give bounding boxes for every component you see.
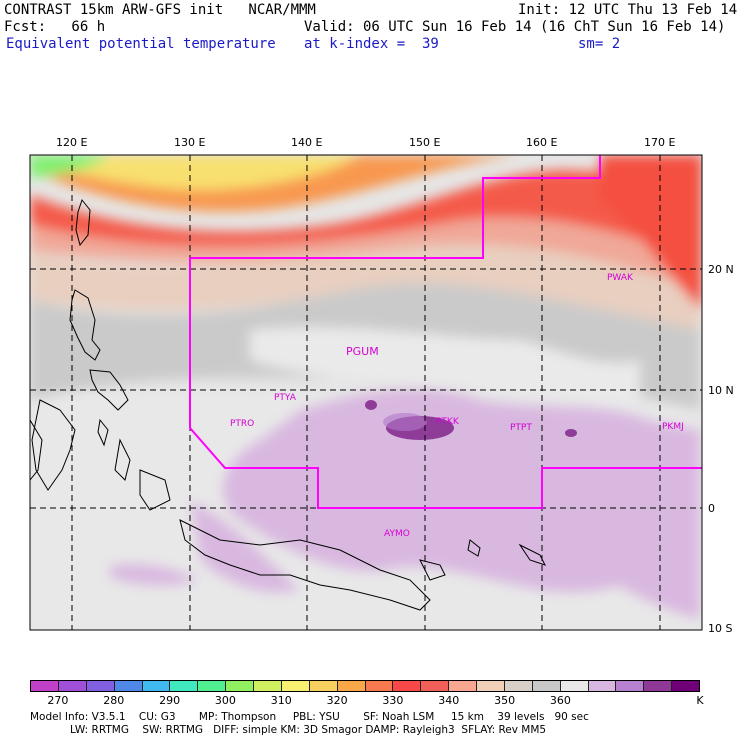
color-swatch [532,681,561,691]
k-index: at k-index = 39 [304,36,439,52]
color-swatch [477,681,505,691]
valid-time: Valid: 06 UTC Sun 16 Feb 14 (16 ChT Sun … [304,19,726,35]
color-swatch [337,681,366,691]
field-name: Equivalent potential temperature [6,36,276,52]
station-ptkk: PTKK [436,417,459,427]
lon-label-120e: 120 E [56,136,88,149]
color-swatch [58,681,87,691]
station-ptpt: PTPT [510,423,532,433]
color-bar-tick-label: 320 [326,694,348,707]
station-pgum: PGUM [346,345,379,358]
model-info-line1: Model Info: V3.5.1 CU: G3 MP: Thompson P… [30,711,589,723]
lon-label-130e: 130 E [174,136,206,149]
lat-label-equator: 0 [708,502,715,515]
color-swatch [449,681,477,691]
color-swatch [281,681,310,691]
smoothing: sm= 2 [578,36,621,52]
color-bar-tick-label: 310 [270,694,292,707]
color-bar-tick-label: 350 [494,694,516,707]
model-title: CONTRAST 15km ARW-GFS init NCAR/MMM [4,2,316,18]
color-bar-tick-label: 280 [103,694,125,707]
lon-label-150e: 150 E [409,136,441,149]
station-pkmj: PKMJ [662,422,684,432]
color-bar-tick-label: 300 [214,694,236,707]
color-swatch [504,681,533,691]
color-swatch [114,681,143,691]
color-bar-tick-label: 360 [549,694,571,707]
color-bar-tick-label: 290 [159,694,181,707]
station-ptya: PTYA [274,393,296,403]
forecast-hour: Fcst: 66 h [4,19,106,35]
color-swatch [170,681,199,691]
station-pwak: PWAK [607,273,633,283]
color-swatch [86,681,115,691]
color-swatch [226,681,254,691]
color-swatch [142,681,171,691]
lon-label-170e: 170 E [644,136,676,149]
lat-label-10s: 10 S [708,622,733,635]
color-swatch [31,681,59,691]
lat-label-10n: 10 N [708,384,734,397]
color-bar-tick-label: K [696,694,704,707]
color-swatch [309,681,338,691]
color-bar-tick-label: 270 [47,694,69,707]
color-swatch [393,681,422,691]
color-swatch [560,681,589,691]
color-swatch [254,681,282,691]
station-aymo: AYMO [384,529,410,539]
lon-label-160e: 160 E [526,136,558,149]
color-swatch [616,681,645,691]
color-swatch [672,681,699,691]
model-info-line2: LW: RRTMG SW: RRTMG DIFF: simple KM: 3D … [70,724,547,736]
lon-label-140e: 140 E [291,136,323,149]
color-swatch [644,681,673,691]
init-time: Init: 12 UTC Thu 13 Feb 14 [518,2,738,18]
color-swatch [588,681,617,691]
station-ptro: PTRO [230,419,255,429]
color-bar [30,680,700,692]
color-bar-tick-label: 330 [382,694,404,707]
color-bar-tick-label: 340 [438,694,460,707]
color-swatch [365,681,394,691]
color-swatch [421,681,450,691]
lat-label-20n: 20 N [708,263,734,276]
color-swatch [198,681,227,691]
